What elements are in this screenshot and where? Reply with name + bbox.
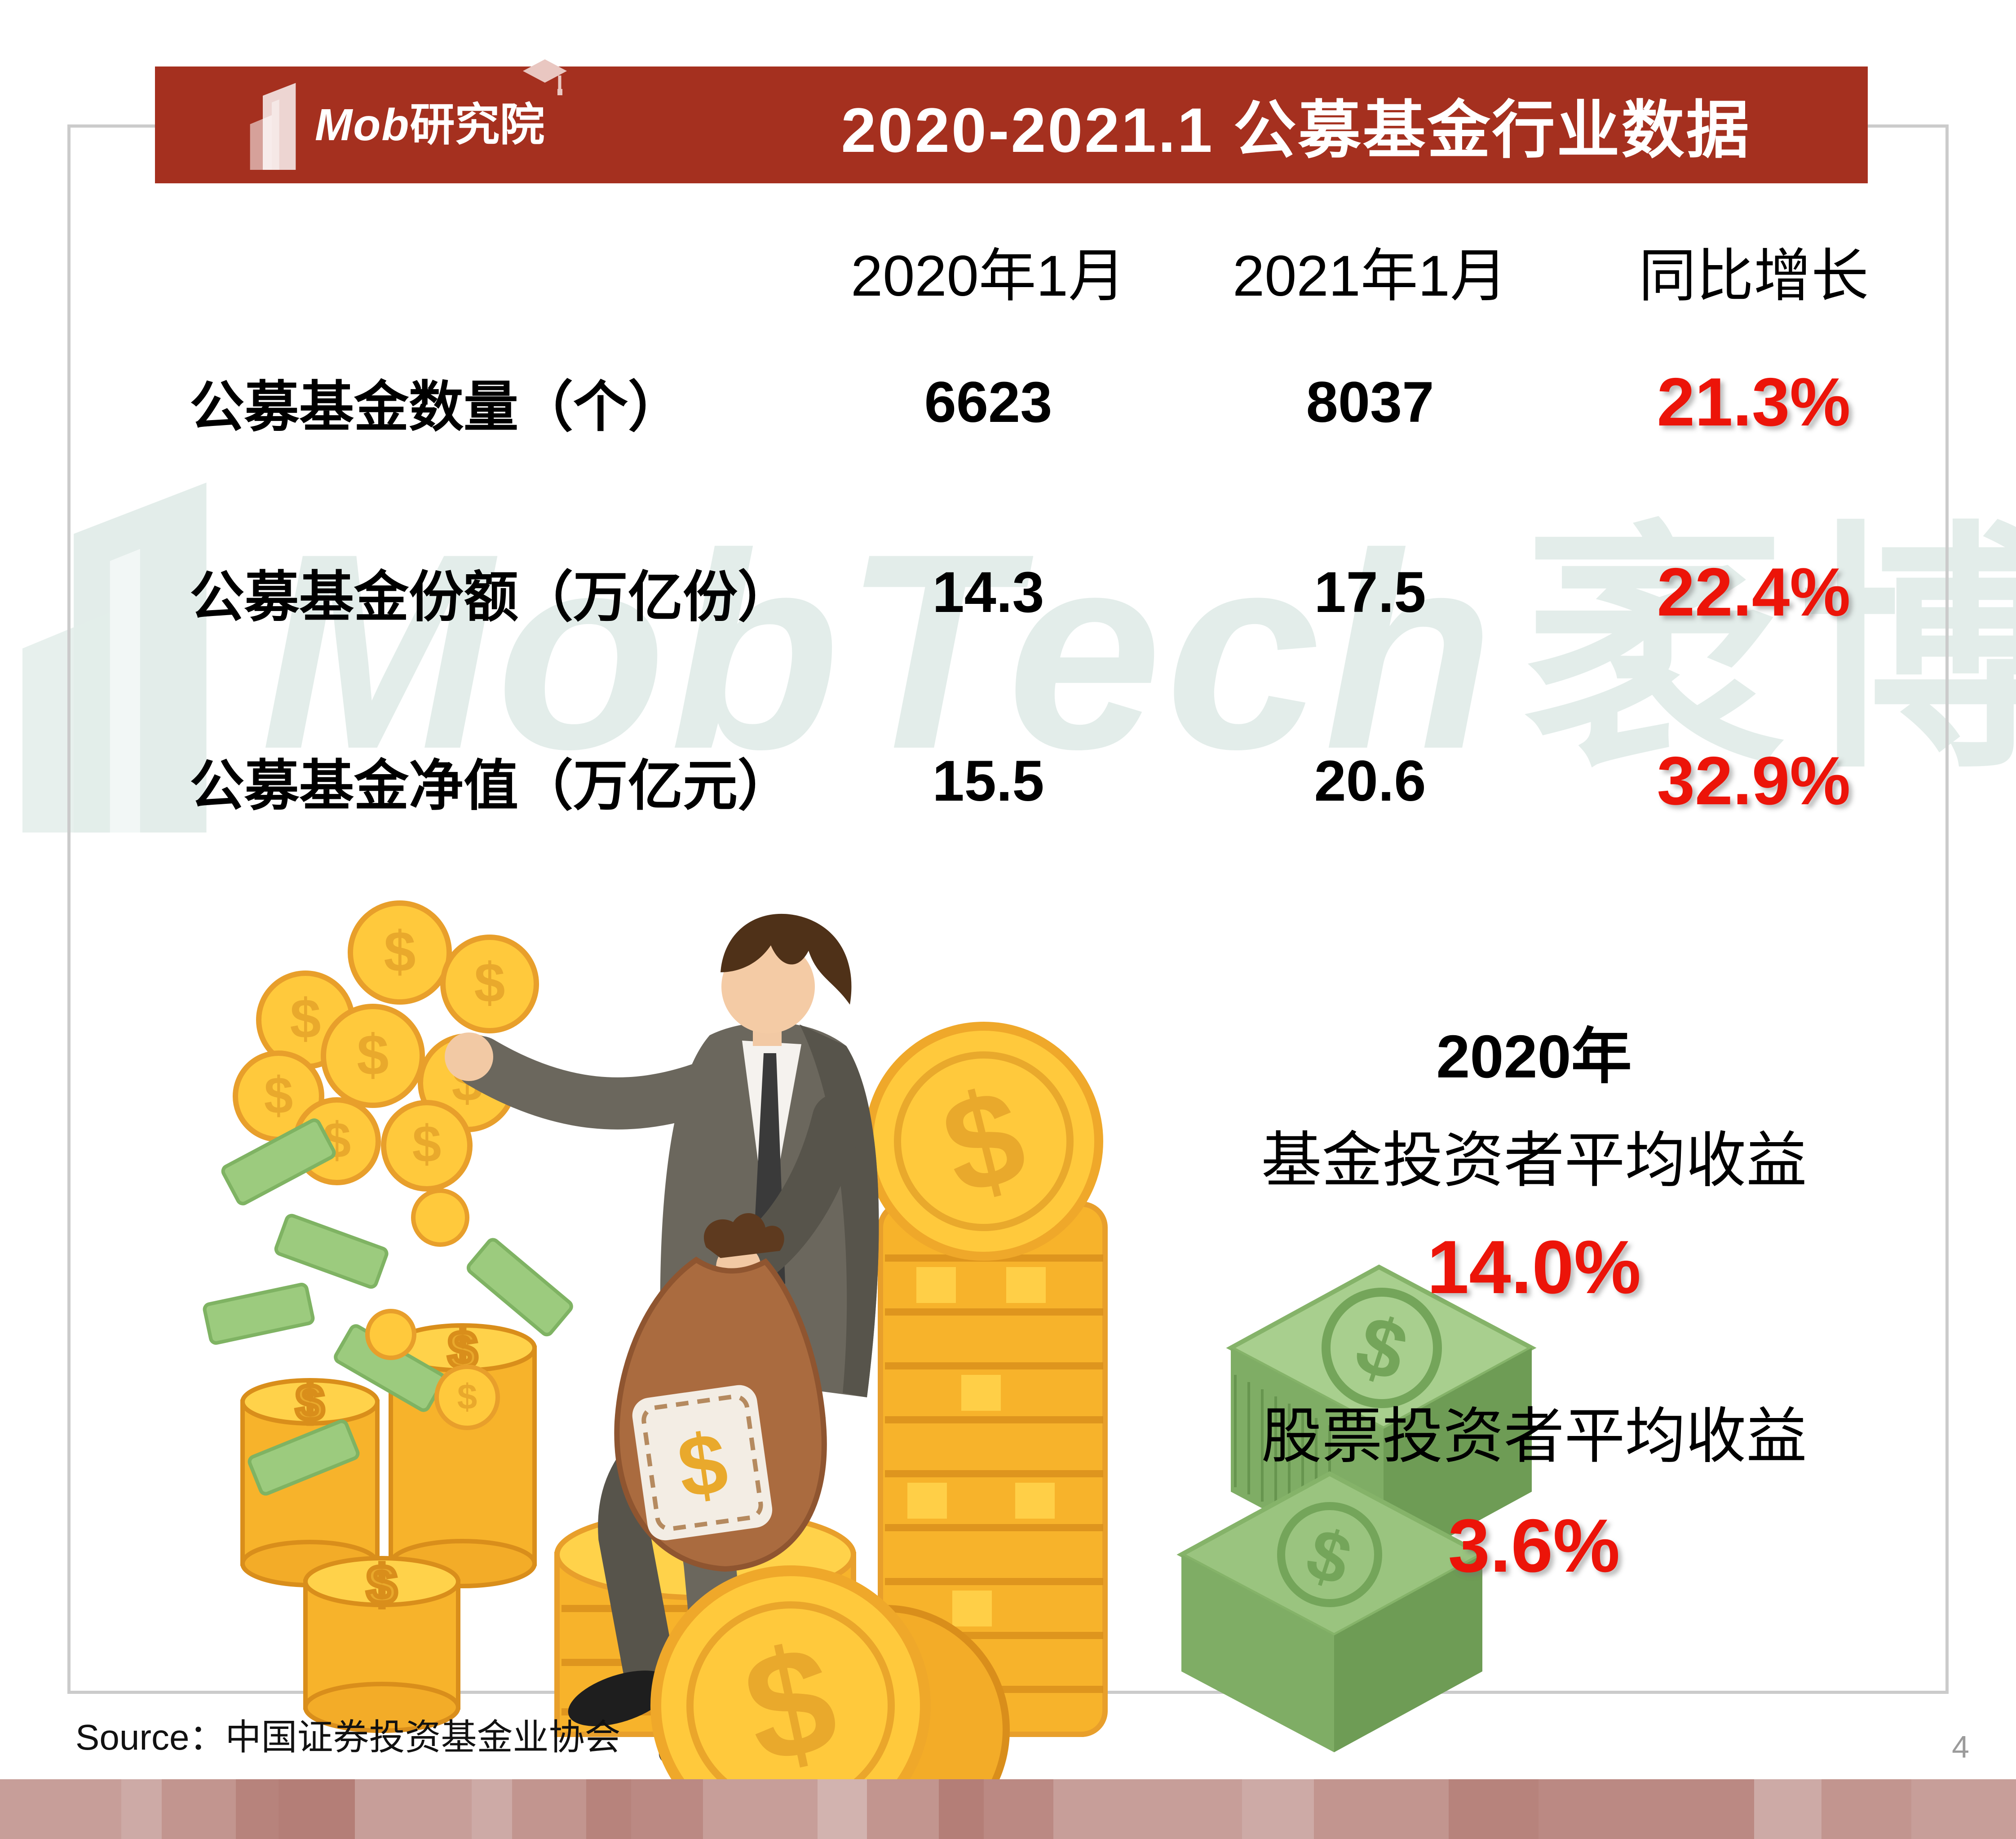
- footer-bar-segment: [939, 1779, 984, 1839]
- stock-investor-value: 3.6%: [1448, 1503, 1620, 1588]
- svg-text:$: $: [384, 920, 416, 984]
- svg-text:$: $: [457, 1377, 477, 1417]
- money-illustration: $ $ $ $: [203, 900, 1537, 1839]
- table-row: 公募基金份额（万亿份） 14.3 17.5 22.4%: [67, 547, 1949, 637]
- footer-bar-segment: [867, 1779, 939, 1839]
- footer-bar-segment: [279, 1779, 355, 1839]
- footer-bar-segment: [586, 1779, 631, 1839]
- arm-bag: [719, 1094, 862, 1290]
- value-2021: 20.6: [1314, 749, 1426, 813]
- fund-investor-value: 14.0%: [1427, 1224, 1641, 1309]
- header-bar: Mob研究院 2020-2021.1 公募基金行业数据: [155, 59, 1868, 183]
- logo-text-latin: Mob: [315, 100, 410, 150]
- svg-text:$: $: [290, 988, 321, 1050]
- column-header-growth: 同比增长: [1638, 244, 1869, 308]
- value-2021: 17.5: [1314, 560, 1426, 625]
- mobtech-watermark: MobTech 袤博: [22, 467, 2016, 836]
- svg-text:$: $: [296, 1374, 324, 1431]
- footer-bar-segment: [1053, 1779, 1242, 1839]
- value-2021: 8037: [1306, 370, 1434, 434]
- coin-stack-tall: $: [864, 1022, 1108, 1737]
- footer-bar-segment: [984, 1779, 1053, 1839]
- footer-bar-segment: [818, 1779, 867, 1839]
- highlight-year: 2020年: [1436, 1023, 1632, 1090]
- row-label: 公募基金净值（万亿元）: [190, 755, 792, 816]
- hair: [721, 913, 852, 1005]
- svg-text:$: $: [264, 1066, 293, 1125]
- row-label: 公募基金份额（万亿份）: [190, 566, 792, 628]
- footer-bar-segment: [512, 1779, 586, 1839]
- fund-investor-label: 基金投资者平均收益: [1261, 1126, 1807, 1194]
- arm-raised: [455, 1036, 736, 1130]
- footer-bar-segment: [1314, 1779, 1449, 1839]
- table-row: 公募基金数量（个） 6623 8037 21.3%: [67, 357, 1949, 447]
- footer-bar-segment: [631, 1779, 703, 1839]
- footer-bar-segment: [121, 1779, 162, 1839]
- svg-text:$: $: [474, 952, 505, 1014]
- footer-bar-segment: [1449, 1779, 1539, 1839]
- table-row: 公募基金净值（万亿元） 15.5 20.6 32.9%: [67, 736, 1949, 826]
- table-header-row: 2020年1月 2021年1月 同比增长: [67, 229, 1949, 310]
- svg-text:$: $: [367, 1555, 397, 1615]
- footer-bar-segment: [236, 1779, 279, 1839]
- value-2020: 14.3: [932, 560, 1044, 625]
- row-label: 公募基金数量（个）: [190, 376, 683, 438]
- source-line: Source：中国证券投资基金业协会: [75, 1717, 621, 1757]
- footer-bar-segment: [1539, 1779, 1754, 1839]
- growth-value: 32.9%: [1657, 742, 1851, 819]
- footer-bar-segment: [1821, 1779, 1911, 1839]
- column-header-2020: 2020年1月: [851, 244, 1126, 308]
- shoe-front: [568, 1671, 672, 1726]
- banknote-stacks: $ $: [1176, 1264, 1537, 1752]
- logo-text-cjk: 研究院: [410, 100, 545, 150]
- footer-bar-segment: [472, 1779, 512, 1839]
- hand-raised: [445, 1032, 493, 1081]
- highlight-block: 2020年 基金投资者平均收益 14.0% 股票投资者平均收益 3.6%: [1213, 1019, 1855, 1591]
- footer-bar-segment: [1911, 1779, 2016, 1839]
- svg-text:$: $: [412, 1115, 442, 1173]
- footer-bar-segment: [703, 1779, 818, 1839]
- footer-bar-segment: [162, 1779, 236, 1839]
- footer-bar-segment: [1754, 1779, 1821, 1839]
- watermark-cjk: 袤博: [1524, 506, 2016, 797]
- svg-text:$: $: [357, 1023, 389, 1087]
- footer-bar-segment: [0, 1779, 121, 1839]
- page-number: 4: [1952, 1729, 1969, 1764]
- footer-bar-segment: [1242, 1779, 1314, 1839]
- logo-text: Mob研究院: [315, 102, 544, 147]
- value-2020: 6623: [924, 370, 1052, 434]
- value-2020: 15.5: [932, 749, 1044, 813]
- growth-value: 22.4%: [1657, 554, 1851, 630]
- growth-value: 21.3%: [1657, 363, 1851, 440]
- stock-investor-label: 股票投资者平均收益: [1261, 1402, 1807, 1471]
- logo-building-icon: [250, 83, 296, 170]
- graduation-cap-icon: [523, 59, 567, 95]
- column-header-2021: 2021年1月: [1233, 244, 1508, 308]
- page-title: 2020-2021.1 公募基金行业数据: [841, 95, 1751, 165]
- falling-money: $: [203, 1118, 573, 1496]
- money-bag: $: [614, 1213, 827, 1572]
- watermark-building-icon: [22, 483, 207, 833]
- footer-decorative-bar: [0, 1779, 2016, 1839]
- footer-bar-segment: [355, 1779, 472, 1839]
- mob-research-logo: Mob研究院: [249, 59, 567, 170]
- watermark-latin: MobTech: [261, 496, 1498, 807]
